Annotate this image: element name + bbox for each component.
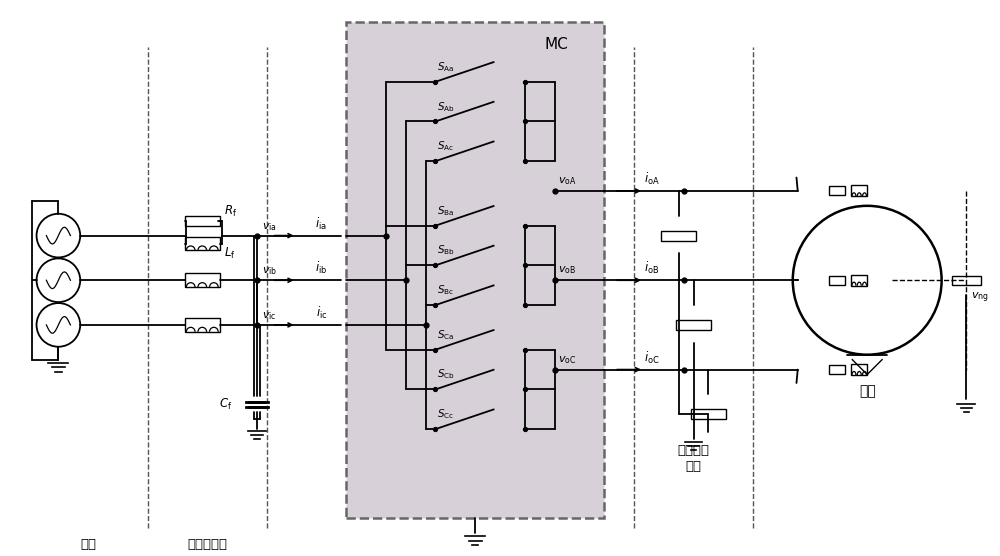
Text: $S_{\mathrm{Aa}}$: $S_{\mathrm{Aa}}$ (437, 60, 455, 74)
Text: $v_{\mathrm{oB}}$: $v_{\mathrm{oB}}$ (558, 265, 576, 276)
Text: MC: MC (545, 37, 568, 52)
Text: $L_{\mathrm{f}}$: $L_{\mathrm{f}}$ (224, 246, 236, 261)
Text: $v_{\mathrm{oC}}$: $v_{\mathrm{oC}}$ (558, 354, 576, 366)
Text: $v_{\mathrm{oA}}$: $v_{\mathrm{oA}}$ (558, 175, 576, 187)
Bar (851, 364, 867, 375)
Bar (185, 237, 220, 251)
Text: $i_{\mathrm{oA}}$: $i_{\mathrm{oA}}$ (644, 171, 660, 187)
Bar (952, 276, 981, 285)
Text: 电网: 电网 (80, 538, 96, 552)
Text: $v_{\mathrm{ng}}$: $v_{\mathrm{ng}}$ (971, 290, 989, 305)
Bar (185, 318, 220, 332)
Bar (829, 365, 845, 374)
Text: $S_{\mathrm{Ba}}$: $S_{\mathrm{Ba}}$ (437, 204, 455, 218)
Text: $S_{\mathrm{Ab}}$: $S_{\mathrm{Ab}}$ (437, 100, 455, 113)
Text: $v_{\mathrm{ib}}$: $v_{\mathrm{ib}}$ (262, 265, 277, 277)
Text: $S_{\mathrm{Bc}}$: $S_{\mathrm{Bc}}$ (437, 284, 455, 297)
FancyBboxPatch shape (346, 22, 604, 518)
Text: $S_{\mathrm{Bb}}$: $S_{\mathrm{Bb}}$ (437, 244, 455, 257)
Bar (676, 320, 711, 330)
Text: $S_{\mathrm{Cc}}$: $S_{\mathrm{Cc}}$ (437, 408, 455, 421)
Text: $i_{\mathrm{ia}}$: $i_{\mathrm{ia}}$ (315, 216, 327, 232)
Bar (829, 276, 845, 285)
Text: 输入滤波器: 输入滤波器 (187, 538, 227, 552)
Text: $R_{\mathrm{f}}$: $R_{\mathrm{f}}$ (224, 203, 237, 219)
Text: 共模电压
检测: 共模电压 检测 (678, 444, 710, 473)
Text: $i_{\mathrm{ib}}$: $i_{\mathrm{ib}}$ (315, 260, 328, 276)
Bar (185, 216, 220, 226)
Text: $v_{\mathrm{ic}}$: $v_{\mathrm{ic}}$ (262, 310, 276, 322)
Bar (185, 274, 220, 287)
Text: $i_{\mathrm{oC}}$: $i_{\mathrm{oC}}$ (644, 350, 660, 366)
Text: $i_{\mathrm{oB}}$: $i_{\mathrm{oB}}$ (644, 260, 659, 276)
Bar (691, 409, 726, 419)
Bar (829, 186, 845, 195)
Text: 电机: 电机 (859, 384, 876, 399)
Text: $S_{\mathrm{Cb}}$: $S_{\mathrm{Cb}}$ (437, 368, 455, 381)
Bar (851, 275, 867, 286)
Bar (851, 186, 867, 196)
Bar (661, 231, 696, 241)
Text: $C_{\mathrm{f}}$: $C_{\mathrm{f}}$ (219, 397, 232, 412)
Text: $v_{\mathrm{ia}}$: $v_{\mathrm{ia}}$ (262, 221, 277, 232)
Text: $i_{\mathrm{ic}}$: $i_{\mathrm{ic}}$ (316, 305, 327, 321)
Text: $S_{\mathrm{Ac}}$: $S_{\mathrm{Ac}}$ (437, 140, 455, 153)
Text: $S_{\mathrm{Ca}}$: $S_{\mathrm{Ca}}$ (437, 328, 455, 342)
